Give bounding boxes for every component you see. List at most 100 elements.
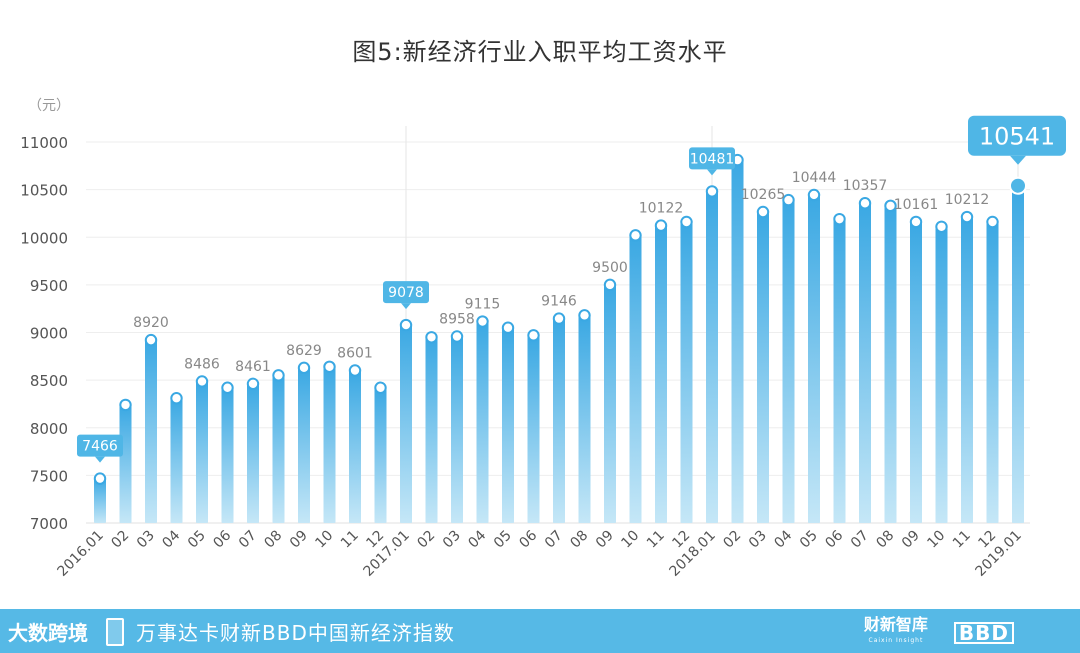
bar [782, 200, 795, 524]
bar-marker [858, 197, 872, 210]
bar-marker [323, 360, 336, 373]
bar [961, 217, 973, 523]
bar-marker [935, 220, 948, 233]
bar-marker [221, 381, 234, 394]
callout-label: 7466 [82, 439, 118, 455]
bar [170, 398, 183, 523]
data-label: 10122 [639, 201, 684, 217]
x-tick-label: 09 [899, 528, 923, 552]
data-label: 10265 [741, 187, 786, 203]
phone-icon [106, 617, 124, 646]
bar [1012, 185, 1024, 523]
callout-pointer [401, 303, 411, 310]
bar-marker [476, 315, 489, 328]
bar [680, 222, 693, 523]
bar [884, 205, 897, 523]
data-label: 8920 [133, 315, 169, 331]
bar-marker [782, 193, 795, 207]
bar [502, 327, 514, 523]
data-label: 10357 [843, 178, 888, 194]
y-tick-label: 7500 [30, 467, 68, 485]
x-tick-label: 10 [312, 528, 336, 552]
bar [94, 478, 106, 523]
bar [655, 225, 667, 523]
bar-marker [272, 369, 285, 382]
bar-marker [654, 219, 668, 232]
bar-marker [450, 330, 464, 343]
brand-logo: 大数跨境 [8, 621, 88, 645]
bar [629, 235, 642, 523]
bar-marker [348, 364, 362, 377]
bar-marker [680, 215, 693, 229]
y-tick-label: 8500 [30, 372, 68, 390]
callout-pointer [1010, 155, 1026, 165]
bar [272, 375, 285, 523]
caixin-insight-logo: 财新智库 Caixin Insight [864, 617, 928, 649]
bbd-logo: BBD [953, 622, 1014, 644]
bar-marker [603, 278, 617, 292]
bar-marker [884, 199, 897, 213]
bar-marker [960, 210, 974, 224]
bar-marker [629, 229, 642, 242]
x-tick-label: 02 [414, 528, 438, 552]
data-label: 8629 [286, 343, 322, 359]
bar [808, 194, 820, 524]
data-label: 10212 [945, 192, 990, 208]
footer-banner: 大数跨境 万事达卡财新BBD中国新经济指数 财新智库 Caixin Insigh… [0, 609, 1080, 653]
bar [757, 212, 769, 524]
bar [323, 366, 336, 523]
y-tick-label: 8000 [30, 420, 68, 438]
bar-chart: 700075008000850090009500100001050011000 … [20, 98, 1066, 580]
x-tick-label: 02 [720, 528, 744, 552]
bar [859, 203, 871, 524]
bar [527, 335, 540, 523]
bar-marker [578, 309, 591, 322]
y-tick-label: 11000 [20, 134, 68, 152]
x-tick-label: 03 [134, 528, 158, 552]
bar [476, 321, 489, 523]
data-label: 9115 [465, 297, 501, 313]
bar-marker [297, 361, 311, 375]
data-label: 8461 [235, 359, 271, 375]
callout-pointer [707, 169, 717, 176]
callout-box [383, 281, 429, 304]
bar [935, 226, 948, 523]
bar [604, 284, 616, 523]
x-tick-label: 09 [593, 528, 617, 552]
data-label: 8958 [439, 312, 475, 328]
x-tick-label: 06 [516, 527, 540, 551]
bar [374, 387, 387, 523]
y-tick-label: 10000 [20, 229, 68, 247]
bar-marker [527, 329, 540, 342]
bar-marker [374, 381, 387, 394]
x-tick-label: 02 [108, 528, 132, 552]
x-tick-label: 04 [465, 527, 489, 551]
data-label: 8601 [337, 346, 373, 362]
bar [400, 325, 412, 523]
callout-box [689, 147, 735, 170]
data-label: 10161 [894, 197, 939, 213]
x-tick-label: 06 [822, 527, 846, 551]
x-tick-label: 2016.01 [55, 528, 107, 580]
x-tick-label: 04 [159, 527, 183, 551]
bar-marker [807, 188, 821, 202]
callout-box [968, 115, 1066, 156]
x-tick-label: 05 [491, 528, 515, 552]
x-tick-label: 05 [185, 528, 209, 552]
bar-marker [425, 331, 438, 344]
bar-marker [195, 375, 209, 388]
bar [119, 404, 132, 523]
bar-marker [552, 312, 566, 325]
caixin-logo-text: 财新智库 [863, 615, 928, 634]
bar-marker [119, 398, 132, 412]
bar [349, 370, 361, 523]
bar [731, 160, 744, 523]
bar [833, 219, 846, 523]
bar-marker [909, 215, 923, 229]
bar [221, 387, 234, 523]
x-tick-label: 07 [542, 528, 566, 552]
bar-marker [705, 185, 719, 198]
bar [578, 315, 591, 523]
chart-title: 图5:新经济行业入职平均工资水平 [352, 38, 728, 66]
x-tick-label: 08 [873, 528, 897, 552]
